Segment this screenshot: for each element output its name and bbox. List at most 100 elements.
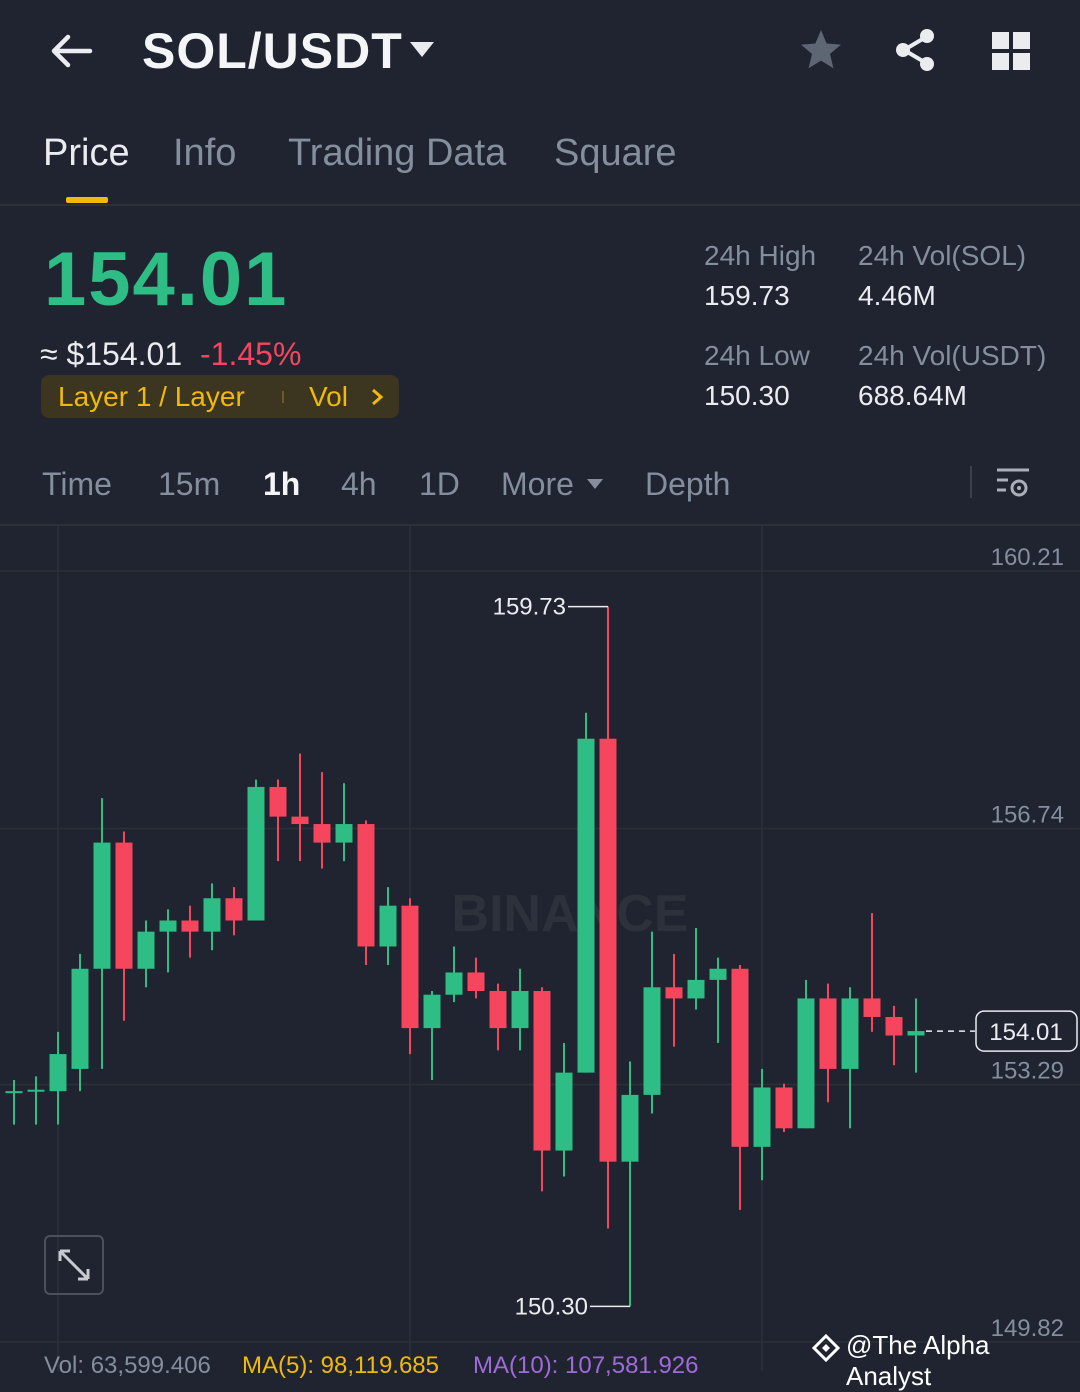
interval-more[interactable]: More	[501, 466, 574, 502]
candle-body	[313, 824, 331, 843]
tab-trading-data[interactable]: Trading Data	[288, 132, 507, 174]
divider	[0, 204, 1080, 206]
candle-body	[511, 991, 529, 1029]
candle-body	[49, 1054, 67, 1092]
candle-body	[643, 987, 661, 1095]
chevron-right-icon	[372, 388, 384, 406]
candle-body	[709, 968, 727, 980]
candle-body	[687, 979, 705, 999]
interval-1h[interactable]: 1h	[263, 466, 301, 502]
price-tick-label: 156.74	[991, 801, 1064, 828]
chart-settings-icon[interactable]	[994, 464, 1032, 502]
candle-body	[533, 991, 551, 1151]
high-marker-label: 159.73	[493, 594, 566, 621]
active-tab-indicator	[66, 197, 108, 203]
candle-body	[401, 905, 419, 1029]
candle-body	[115, 842, 133, 969]
price-tick-label: 153.29	[991, 1058, 1064, 1085]
vol-sol-label: 24h Vol(SOL)	[858, 240, 1027, 271]
last-price: 154.01	[44, 237, 289, 322]
candles	[5, 606, 925, 1307]
interval-1d[interactable]: 1D	[419, 466, 460, 502]
expand-icon	[58, 1249, 90, 1281]
expand-chart-button[interactable]	[44, 1235, 104, 1295]
candle-body	[137, 931, 155, 969]
top-bar: SOL/USDT	[0, 0, 1080, 105]
candle-body	[753, 1087, 771, 1147]
tag-separator	[282, 391, 284, 403]
price-tick-label: 149.82	[991, 1315, 1064, 1342]
interval-separator	[970, 466, 972, 498]
candle-body	[665, 987, 683, 999]
tab-square[interactable]: Square	[554, 132, 677, 174]
price-tick-label: 160.21	[991, 544, 1064, 571]
volume-value: Vol: 63,599.406	[44, 1352, 211, 1379]
vol-sol-value: 4.46M	[858, 280, 936, 311]
category-tag[interactable]	[41, 375, 399, 418]
candle-body	[159, 920, 177, 932]
more-dropdown-icon[interactable]	[586, 478, 604, 490]
candle-body	[819, 998, 837, 1069]
candle-body	[5, 1091, 23, 1094]
candle-body	[181, 920, 199, 932]
candle-body	[203, 898, 221, 932]
candle-body	[555, 1072, 573, 1151]
candle-body	[291, 816, 309, 825]
low-24h-value: 150.30	[704, 380, 790, 411]
grid-menu-icon[interactable]	[990, 30, 1032, 72]
pair-dropdown-icon[interactable]	[408, 40, 436, 60]
candle-body	[731, 968, 749, 1147]
candle-body	[247, 786, 265, 921]
candle-body	[379, 905, 397, 947]
interval-depth[interactable]: Depth	[645, 466, 731, 502]
low-marker-label: 150.30	[515, 1293, 588, 1320]
candle-body	[357, 824, 375, 947]
interval-4h[interactable]: 4h	[341, 466, 377, 502]
pair-title[interactable]: SOL/USDT	[142, 23, 403, 79]
vol-usdt-label: 24h Vol(USDT)	[858, 340, 1047, 371]
interval-time[interactable]: Time	[42, 466, 112, 502]
candle-body	[621, 1094, 639, 1162]
favorite-star-icon[interactable]	[798, 27, 844, 73]
vol-usdt-value: 688.64M	[858, 380, 967, 411]
share-icon[interactable]	[892, 27, 938, 73]
candle-body	[93, 842, 111, 969]
chart-grid: 160.21 156.74 153.29 149.82	[0, 526, 1080, 1371]
candle-body	[577, 738, 595, 1073]
last-price-tag-label: 154.01	[989, 1019, 1062, 1046]
candle-body	[775, 1087, 793, 1129]
chart-overlays: 159.73 150.30 154.01	[493, 594, 1078, 1320]
candle-body	[225, 898, 243, 921]
candle-body	[885, 1016, 903, 1036]
high-24h-label: 24h High	[704, 240, 817, 271]
last-price-tag	[975, 1010, 1078, 1052]
high-24h-value: 159.73	[704, 280, 790, 311]
candle-body	[863, 998, 881, 1017]
volume-ma5: MA(5): 98,119.685	[242, 1352, 440, 1379]
candle-body	[269, 786, 287, 817]
candle-body	[27, 1089, 45, 1092]
candle-body	[71, 968, 89, 1069]
category-tag-label: Layer 1 / Layer	[58, 381, 245, 412]
candle-body	[841, 998, 859, 1069]
candle-body	[423, 994, 441, 1029]
binance-square-logo-icon	[812, 1334, 840, 1362]
price-change-percent: -1.45%	[200, 336, 302, 372]
low-24h-label: 24h Low	[704, 340, 810, 371]
interval-15m[interactable]: 15m	[158, 466, 221, 502]
price-usd-approx: ≈ $154.01	[40, 336, 183, 372]
tab-price[interactable]: Price	[43, 132, 130, 174]
tag-vol-label: Vol	[309, 381, 348, 412]
candle-body	[445, 972, 463, 995]
back-arrow-icon[interactable]	[48, 28, 94, 74]
candle-body	[797, 998, 815, 1129]
candle-body	[599, 738, 617, 1162]
volume-ma10: MA(10): 107,581.926	[473, 1352, 699, 1379]
chart-watermark: BINANCE	[452, 885, 689, 943]
author-watermark: @The Alpha Analyst	[846, 1330, 990, 1391]
candle-body	[489, 991, 507, 1029]
tab-info[interactable]: Info	[173, 132, 237, 174]
divider	[0, 524, 1080, 526]
candle-body	[907, 1031, 925, 1036]
